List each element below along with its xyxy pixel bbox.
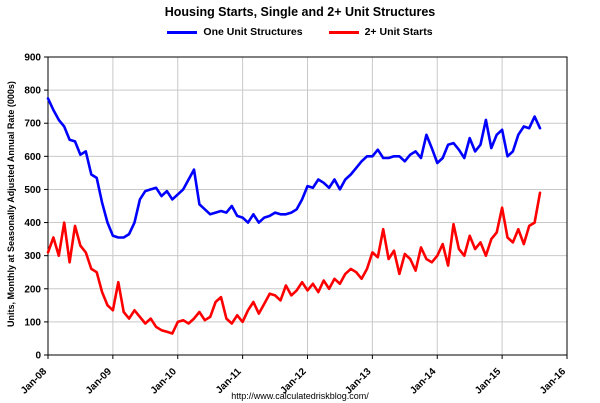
y-tick-label: 800	[24, 86, 41, 97]
y-tick-label: 900	[24, 53, 41, 64]
y-tick-label: 500	[24, 185, 41, 196]
y-tick-label: 600	[24, 152, 41, 163]
one-unit-line	[46, 97, 542, 239]
two-plus-unit-legend-label: 2+ Unit Starts	[364, 26, 433, 38]
y-tick-label: 300	[24, 251, 41, 262]
chart-legend: One Unit Structures 2+ Unit Starts	[0, 26, 600, 38]
legend-item-two-plus-unit: 2+ Unit Starts	[328, 26, 433, 38]
y-tick-label: 400	[24, 218, 41, 229]
y-axis-title: Units, Monthly at Seasonally Adjusted An…	[6, 81, 16, 327]
source-url: http://www.calculatedriskblog.com/	[231, 391, 369, 401]
y-tick-label: 100	[24, 317, 41, 328]
one-unit-legend-label: One Unit Structures	[203, 26, 303, 38]
legend-item-one-unit: One Unit Structures	[167, 26, 303, 38]
two-plus-unit-line-swatch	[328, 30, 359, 34]
chart-title: Housing Starts, Single and 2+ Unit Struc…	[164, 5, 436, 19]
y-tick-label: 200	[24, 284, 41, 295]
y-tick-label: 0	[35, 351, 41, 362]
y-tick-label: 700	[24, 119, 41, 130]
plot-border	[47, 56, 568, 356]
one-unit-line-swatch	[167, 30, 198, 34]
two-plus-unit-line	[46, 191, 542, 335]
